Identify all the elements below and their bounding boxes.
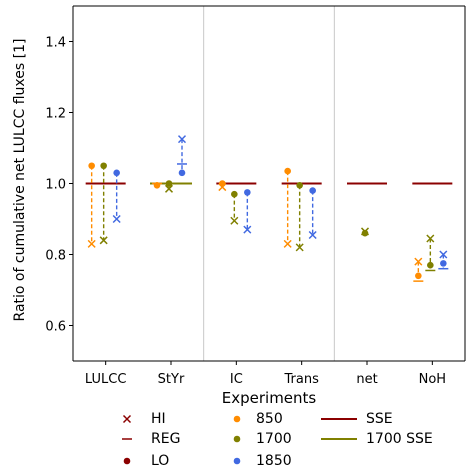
x-tick-label: StYr xyxy=(158,372,185,387)
data-point-lo xyxy=(231,190,238,198)
data-point-hi xyxy=(112,214,121,224)
data-point-hi xyxy=(283,239,292,248)
legend-color-dot xyxy=(233,457,241,465)
data-point-lo xyxy=(113,169,120,177)
data-point-lo xyxy=(244,189,251,196)
legend-label: 1700 SSE xyxy=(366,431,433,447)
data-point-hi xyxy=(243,225,252,234)
data-point-lo xyxy=(296,181,303,189)
y-tick-label: 1.0 xyxy=(45,178,66,193)
data-point-lo xyxy=(427,261,434,269)
data-point-lo xyxy=(440,260,447,267)
data-point-lo xyxy=(165,180,173,187)
data-point-lo xyxy=(88,162,95,170)
data-point-lo xyxy=(100,162,107,170)
legend-label: 1850 xyxy=(256,453,292,469)
data-point-lo xyxy=(178,169,186,177)
legend-marker-lo xyxy=(123,457,131,465)
data-point-hi xyxy=(87,239,96,248)
legend: HI REG LO 850 1700 1850 SSE 1700 SSE xyxy=(122,411,433,469)
data-point-hi xyxy=(230,216,239,225)
data-point-lo xyxy=(361,229,369,237)
data-point-hi xyxy=(439,250,448,259)
legend-label: REG xyxy=(151,431,180,447)
x-tick-label: NoH xyxy=(419,372,446,387)
legend-label: 1700 xyxy=(256,431,292,447)
y-tick-label: 0.8 xyxy=(45,249,66,264)
legend-label: 850 xyxy=(256,411,283,427)
y-axis-label: Ratio of cumulative net LULCC fluxes [1] xyxy=(12,39,28,322)
data-point-hi xyxy=(426,234,435,243)
data-point-lo xyxy=(153,181,161,189)
x-tick-label: net xyxy=(356,372,377,387)
data-point-lo xyxy=(415,272,422,280)
data-point-hi xyxy=(164,184,174,193)
legend-color-dot xyxy=(233,415,241,423)
x-tick-label: IC xyxy=(230,372,243,387)
legend-label: HI xyxy=(151,411,166,427)
data-point-hi xyxy=(308,230,317,240)
data-point-hi xyxy=(295,243,304,252)
axes: 0.6 0.8 1.0 1.2 1.4 LULCC StYr IC Trans net NoH xyxy=(45,5,466,387)
data-point-lo xyxy=(309,187,316,194)
y-tick-label: 1.4 xyxy=(45,36,66,51)
data-point-hi xyxy=(99,236,108,245)
x-tick-label: LULCC xyxy=(85,372,127,387)
plot-area xyxy=(85,6,453,361)
y-tick-label: 1.2 xyxy=(45,107,66,122)
data-point-hi xyxy=(414,257,423,266)
data-point-hi xyxy=(177,135,187,144)
x-tick-label: Trans xyxy=(283,372,319,387)
data-point-lo xyxy=(284,167,291,175)
legend-label: LO xyxy=(151,453,169,469)
legend-color-dot xyxy=(233,435,241,443)
data-point-lo xyxy=(219,180,226,187)
legend-marker-hi xyxy=(122,414,132,424)
x-axis-label: Experiments xyxy=(222,389,317,407)
y-tick-label: 0.6 xyxy=(45,320,66,335)
legend-label: SSE xyxy=(366,411,393,427)
